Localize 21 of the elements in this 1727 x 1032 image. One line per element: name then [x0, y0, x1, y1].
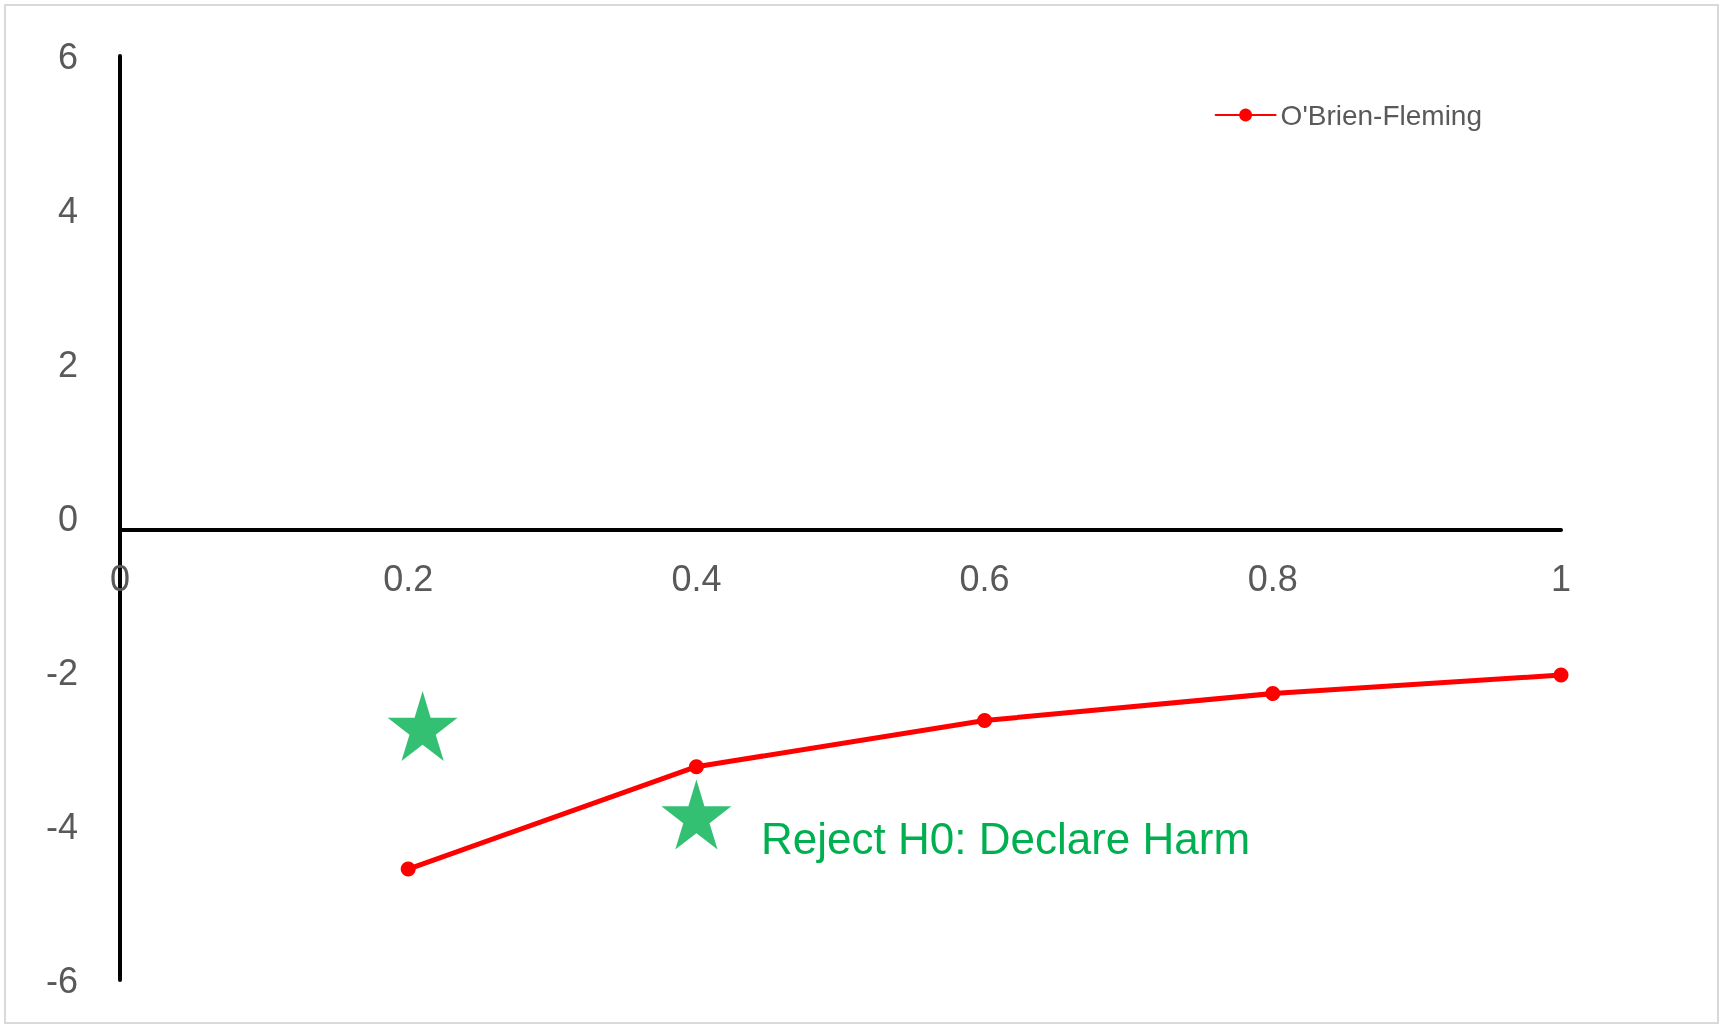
- point: [688, 759, 704, 775]
- point: [1265, 686, 1281, 702]
- x-tick-label: 1: [1550, 557, 1572, 599]
- y-tick-label: 4: [57, 189, 78, 231]
- y-tick-label: -4: [45, 805, 78, 847]
- point: [387, 690, 458, 761]
- legend-label: O'Brien-Fleming: [1280, 99, 1483, 131]
- x-tick-label: 0.6: [959, 557, 1010, 599]
- point: [661, 779, 732, 850]
- y-tick-label: 2: [57, 343, 78, 385]
- y-tick-label: -2: [45, 651, 78, 693]
- point: [1553, 667, 1569, 683]
- y-tick-label: 0: [57, 497, 78, 539]
- x-tick-label: 0.8: [1247, 557, 1298, 599]
- point: [400, 861, 416, 877]
- annotation: Reject H0: Declare Harm: [761, 813, 1251, 863]
- y-tick-label: 6: [57, 35, 78, 77]
- y-tick-label: -6: [45, 959, 78, 1001]
- point: [977, 713, 993, 729]
- x-tick-label: 0.2: [383, 557, 434, 599]
- x-tick-label: 0.4: [671, 557, 722, 599]
